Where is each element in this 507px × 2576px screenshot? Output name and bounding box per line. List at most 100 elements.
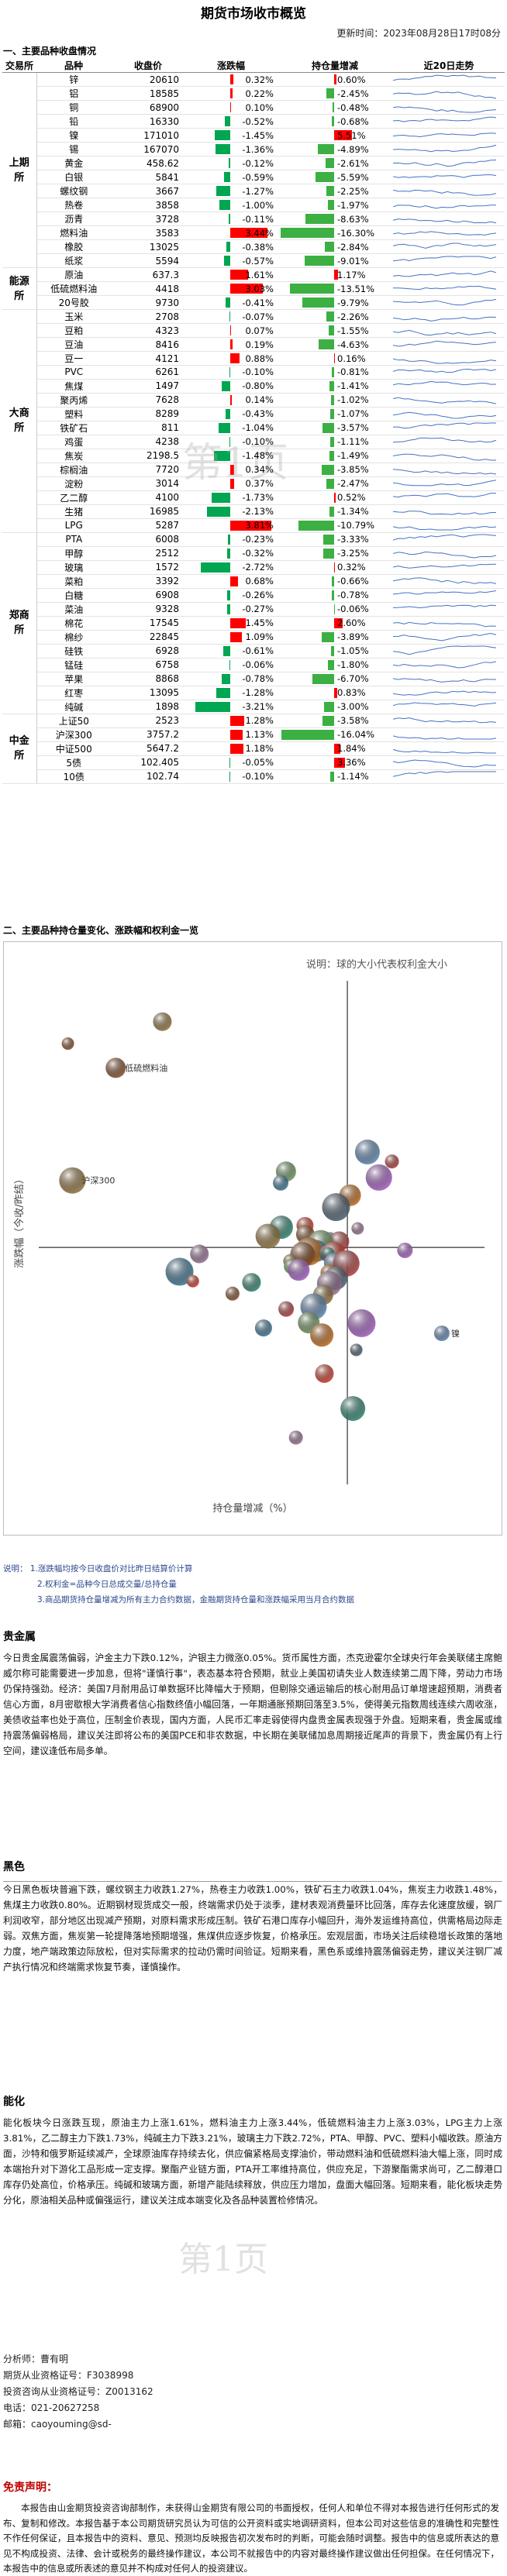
close-price: 458.62 <box>111 156 185 170</box>
trend-line <box>393 735 497 740</box>
bubble-highlight <box>354 1140 380 1164</box>
oi-cell: -1.41% <box>277 379 393 394</box>
trend-line <box>393 397 497 404</box>
change-cell: -1.28% <box>185 686 277 700</box>
exchange-cell: 郑商所 <box>2 532 37 714</box>
trend-sparkline <box>393 422 496 429</box>
commodity-name: 中证500 <box>36 741 111 756</box>
change-cell: -0.78% <box>185 672 277 686</box>
oi-label: -3.85% <box>337 464 369 476</box>
commodity-name: PTA <box>36 532 111 547</box>
change-bar <box>215 144 230 154</box>
analyst-email[interactable]: 邮箱：caoyouming@sd- <box>3 2419 112 2430</box>
commodity-name: 棉花 <box>36 616 111 631</box>
trend-sparkline <box>393 230 497 236</box>
close-price: 4323 <box>111 323 185 338</box>
bubble-label: 低硫燃料油 <box>125 1062 167 1073</box>
oi-bar <box>334 130 353 140</box>
trend-cell <box>393 128 505 143</box>
close-price: 2708 <box>111 309 185 324</box>
trend-sparkline <box>393 563 497 569</box>
change-label: -0.23% <box>242 534 274 545</box>
oi-label: -1.05% <box>337 645 369 657</box>
commodity-name: 锰硅 <box>36 658 111 672</box>
table-row: 20号胶 9730 -0.41% -9.79% <box>2 295 505 310</box>
commodity-name: 菜油 <box>36 602 111 617</box>
trend-sparkline <box>393 115 497 122</box>
change-label: 0.19% <box>245 339 274 350</box>
bubble-highlight <box>186 1274 199 1288</box>
close-price: 3014 <box>111 476 185 491</box>
change-label: 1.13% <box>245 729 274 741</box>
change-cell: -1.36% <box>185 142 277 156</box>
trend-line <box>393 480 497 487</box>
change-bar <box>229 771 230 782</box>
table-row: 淀粉 3014 0.37% -2.47% <box>2 476 505 491</box>
trend-line <box>393 511 497 515</box>
commodity-name: 豆油 <box>36 337 111 352</box>
oi-bar <box>324 701 334 712</box>
close-price: 5594 <box>111 253 185 268</box>
trend-sparkline <box>393 174 497 178</box>
commodity-name: 白糖 <box>36 588 111 603</box>
trend-cell <box>393 212 505 226</box>
oi-cell: 0.52% <box>277 490 393 505</box>
oi-bar <box>323 548 334 559</box>
table-row: 鸡蛋 4238 -0.10% -1.11% <box>2 435 505 449</box>
commodity-name: 棉纱 <box>36 630 111 645</box>
change-bar <box>230 617 247 628</box>
trend-sparkline <box>393 105 497 112</box>
change-bar <box>230 325 231 335</box>
change-cell: 1.18% <box>185 741 277 756</box>
change-label: 3.03% <box>245 283 274 294</box>
change-bar <box>216 687 230 698</box>
commodity-name: 生猪 <box>36 504 111 519</box>
disclaimer-text: 本报告由山金期货投资咨询部制作，未获得山金期货有限公司的书面授权，任何人和单位不… <box>3 2502 499 2574</box>
oi-bar <box>319 339 334 349</box>
note-line: 2.权利金=品种今日总成交量/总持仓量 <box>37 1580 177 1589</box>
change-label: 3.81% <box>245 520 274 531</box>
change-label: 0.07% <box>245 325 274 336</box>
table-row: 上期所锌 20610 0.32% 0.60% <box>2 72 505 268</box>
oi-label: -1.02% <box>337 394 369 406</box>
change-cell: -0.23% <box>185 532 277 547</box>
change-label: -0.78% <box>242 673 274 685</box>
close-price: 8868 <box>111 672 185 686</box>
close-price: 68900 <box>111 100 185 115</box>
oi-label: 3.36% <box>337 757 366 769</box>
change-bar <box>230 715 244 726</box>
trend-cell <box>393 351 505 366</box>
trend-cell <box>393 644 505 659</box>
commodity-name: 硅铁 <box>36 644 111 659</box>
change-cell: 0.88% <box>185 351 277 366</box>
close-price: 3392 <box>111 574 185 589</box>
chart-notes: 说明： 1.涨跌幅均按今日收盘价对比昨日结算价计算 2.权利金=品种今日总成交量… <box>3 1561 499 1608</box>
trend-cell <box>393 253 505 268</box>
oi-bar <box>334 617 343 628</box>
close-price: 2512 <box>111 546 185 561</box>
trend-line <box>393 358 497 364</box>
commodity-name: 铁矿石 <box>36 421 111 435</box>
oi-bar <box>289 284 334 294</box>
commodity-name: 铜 <box>36 100 111 115</box>
close-price: 4121 <box>111 351 185 366</box>
change-cell: -0.57% <box>185 253 277 268</box>
close-price: 1497 <box>111 379 185 394</box>
oi-cell: -2.45% <box>277 86 393 101</box>
change-cell: 0.19% <box>185 337 277 352</box>
change-label: -1.36% <box>242 143 274 155</box>
oi-bar <box>280 228 334 238</box>
change-bar <box>230 353 240 363</box>
commodity-name: PVC <box>36 365 111 380</box>
trend-sparkline <box>393 74 497 81</box>
trend-line <box>393 493 497 498</box>
close-price: 637.3 <box>111 267 185 282</box>
change-bar <box>229 659 230 670</box>
commodity-name: 铅 <box>36 114 111 129</box>
close-price: 4100 <box>111 490 185 505</box>
change-bar <box>230 478 235 489</box>
oi-bar <box>305 214 334 224</box>
change-label: 1.28% <box>245 715 274 727</box>
oi-bar <box>322 422 334 433</box>
change-bar <box>230 576 238 586</box>
